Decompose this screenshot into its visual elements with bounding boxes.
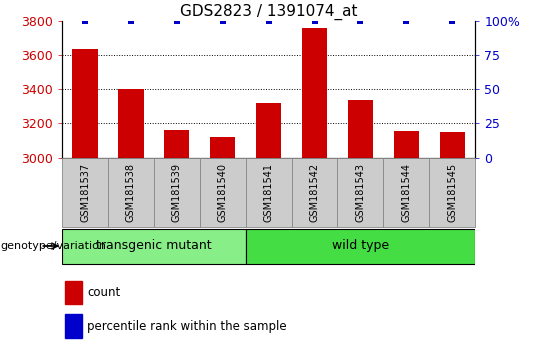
Bar	[348, 99, 373, 158]
Bar	[210, 137, 235, 158]
Point	[356, 18, 365, 24]
Bar	[154, 158, 200, 227]
Text: genotype/variation: genotype/variation	[0, 241, 106, 251]
Text: GSM181540: GSM181540	[218, 162, 228, 222]
Point	[81, 18, 90, 24]
Bar	[394, 131, 419, 158]
Text: GSM181538: GSM181538	[126, 162, 136, 222]
Text: GSM181537: GSM181537	[80, 162, 90, 222]
Point	[402, 18, 410, 24]
Text: GSM181543: GSM181543	[355, 162, 366, 222]
Bar	[440, 132, 465, 158]
Point	[310, 18, 319, 24]
Text: GSM181539: GSM181539	[172, 162, 182, 222]
Bar	[383, 158, 429, 227]
Point	[172, 18, 181, 24]
Bar	[62, 158, 108, 227]
Point	[448, 18, 456, 24]
Bar	[65, 314, 82, 338]
Text: GSM181541: GSM181541	[264, 162, 274, 222]
Text: percentile rank within the sample: percentile rank within the sample	[87, 320, 287, 333]
Bar	[302, 28, 327, 158]
Bar	[164, 130, 190, 158]
Title: GDS2823 / 1391074_at: GDS2823 / 1391074_at	[180, 4, 357, 20]
Bar	[62, 229, 246, 263]
Text: GSM181542: GSM181542	[309, 162, 320, 222]
Point	[218, 18, 227, 24]
Bar	[246, 229, 475, 263]
Text: transgenic mutant: transgenic mutant	[96, 239, 212, 252]
Bar	[429, 158, 475, 227]
Point	[126, 18, 135, 24]
Bar	[256, 103, 281, 158]
Bar	[118, 90, 144, 158]
Text: wild type: wild type	[332, 239, 389, 252]
Bar	[246, 158, 292, 227]
Text: GSM181544: GSM181544	[401, 162, 411, 222]
Bar	[108, 158, 154, 227]
Bar	[338, 158, 383, 227]
Bar	[200, 158, 246, 227]
Text: GSM181545: GSM181545	[447, 162, 457, 222]
Bar	[65, 281, 82, 304]
Text: count: count	[87, 286, 120, 299]
Bar	[72, 49, 98, 158]
Point	[265, 18, 273, 24]
Bar	[292, 158, 338, 227]
